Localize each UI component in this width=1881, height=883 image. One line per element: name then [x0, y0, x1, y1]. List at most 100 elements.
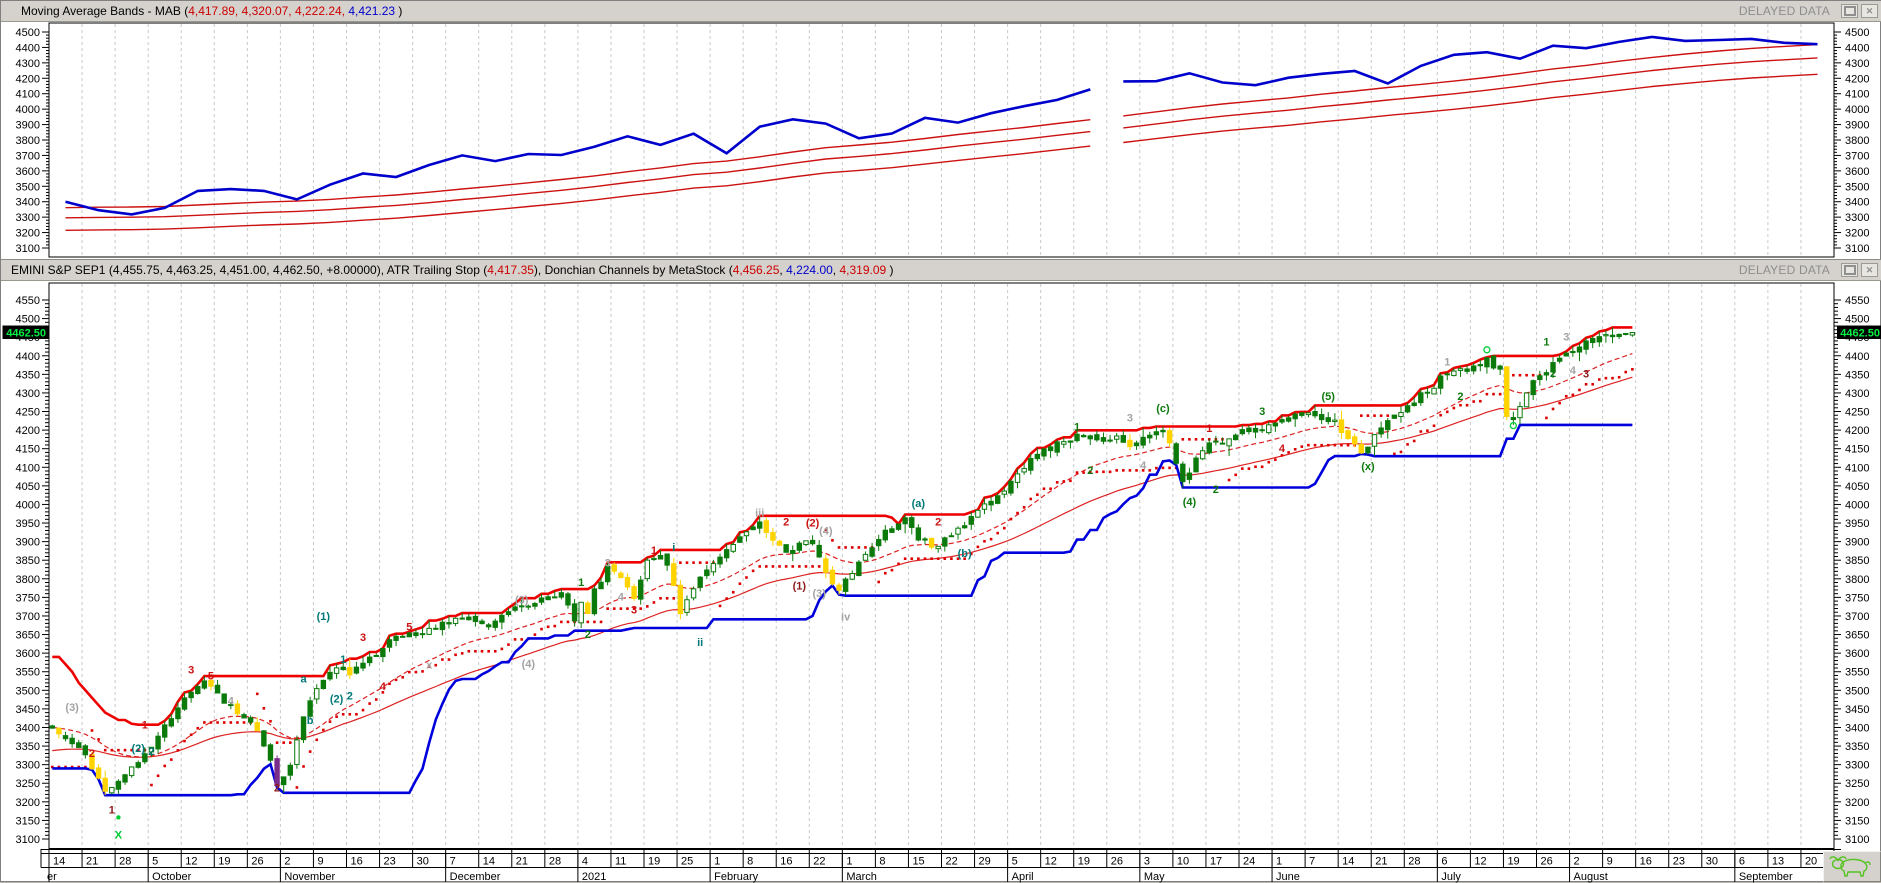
svg-text:3: 3: [188, 664, 194, 676]
svg-text:12: 12: [1045, 856, 1057, 868]
svg-text:1: 1: [1206, 423, 1212, 435]
candle: [744, 532, 748, 536]
candle: [969, 516, 973, 524]
candle: [123, 775, 127, 782]
svg-text:4000: 4000: [16, 104, 40, 116]
candle: [929, 538, 933, 547]
svg-text:7: 7: [1309, 856, 1315, 868]
svg-text:3400: 3400: [16, 197, 40, 209]
candle: [1624, 333, 1628, 334]
candle: [619, 573, 623, 577]
xaxis-rows: [41, 849, 1841, 868]
candle: [156, 736, 160, 749]
panel2-title: EMINI S&P SEP1 (4,455.75, 4,463.25, 4,45…: [11, 263, 894, 277]
svg-text:3900: 3900: [16, 537, 40, 549]
mab-weekly-chart[interactable]: 3100320033003400350036003700380039004000…: [1, 22, 1881, 259]
svg-text:3150: 3150: [16, 815, 40, 827]
candle: [248, 718, 252, 722]
svg-text:3900: 3900: [1845, 120, 1869, 132]
svg-text:7: 7: [450, 856, 456, 868]
svg-text:3750: 3750: [16, 592, 40, 604]
candle: [1313, 412, 1317, 416]
candle: [817, 545, 821, 557]
svg-text:4100: 4100: [16, 89, 40, 101]
candle: [976, 510, 980, 517]
candle: [387, 640, 391, 648]
candle: [751, 527, 755, 530]
svg-text:3250: 3250: [16, 778, 40, 790]
panel2-close-button[interactable]: ✕: [1861, 263, 1878, 277]
candle: [592, 589, 596, 614]
svg-text:May: May: [1144, 871, 1165, 883]
candle: [810, 540, 814, 543]
candle: [1121, 436, 1125, 443]
svg-text:3: 3: [1583, 369, 1589, 381]
panel1-restore-button[interactable]: [1841, 4, 1858, 18]
candle: [196, 687, 200, 694]
svg-text:30: 30: [1706, 856, 1718, 868]
candle: [1200, 451, 1204, 459]
svg-text:4200: 4200: [16, 73, 40, 85]
svg-text:4500: 4500: [16, 314, 40, 326]
svg-text:1: 1: [142, 720, 148, 732]
svg-text:14: 14: [53, 856, 65, 868]
svg-text:4200: 4200: [1845, 73, 1869, 85]
svg-text:1: 1: [578, 577, 584, 589]
svg-text:26: 26: [1111, 856, 1123, 868]
expert-advisor-corner[interactable]: [1823, 851, 1881, 882]
candle: [1108, 440, 1112, 441]
svg-text:4100: 4100: [16, 462, 40, 474]
candle: [1352, 437, 1356, 444]
panel1-titlebar[interactable]: Moving Average Bands - MAB (4,417.89, 4,…: [1, 1, 1881, 22]
candle: [1280, 420, 1284, 422]
svg-text:30: 30: [417, 856, 429, 868]
svg-text:2: 2: [284, 856, 290, 868]
candle: [837, 585, 841, 590]
candle: [797, 543, 801, 550]
svg-text:26: 26: [1541, 856, 1553, 868]
candle: [1346, 431, 1350, 439]
candle: [665, 554, 669, 565]
candle: [1571, 351, 1575, 352]
candle: [1511, 418, 1515, 420]
svg-text:24: 24: [1243, 856, 1255, 868]
candle: [281, 777, 285, 785]
candle: [579, 602, 583, 623]
candle: [1174, 444, 1178, 464]
svg-text:4500: 4500: [1845, 314, 1869, 326]
svg-text:6: 6: [1441, 856, 1447, 868]
panel1-delayed-data-label: DELAYED DATA: [1739, 4, 1830, 18]
candle: [348, 667, 352, 674]
emini-candlestick-chart[interactable]: 3100315032003250330033503400345035003550…: [1, 281, 1881, 849]
svg-text:28: 28: [119, 856, 131, 868]
svg-text:3600: 3600: [1845, 166, 1869, 178]
candle: [1372, 435, 1376, 447]
panel2-delayed-data-label: DELAYED DATA: [1739, 263, 1830, 277]
panel2-titlebar[interactable]: EMINI S&P SEP1 (4,455.75, 4,463.25, 4,45…: [1, 259, 1881, 281]
svg-text:15: 15: [912, 856, 924, 868]
candle: [1458, 369, 1462, 371]
candle: [936, 546, 940, 548]
svg-text:August: August: [1574, 871, 1608, 883]
title-segment: EMINI S&P SEP1 (4,455.75, 4,463.25, 4,45…: [11, 263, 487, 277]
candle: [506, 612, 510, 615]
svg-text:4: 4: [618, 592, 625, 604]
candle: [162, 725, 166, 737]
svg-text:3200: 3200: [16, 797, 40, 809]
candle: [830, 570, 834, 583]
panel2-restore-button[interactable]: [1841, 263, 1858, 277]
candle: [1491, 356, 1495, 368]
panel1-close-button[interactable]: ✕: [1861, 4, 1878, 18]
svg-text:3: 3: [1259, 406, 1265, 418]
svg-text:22: 22: [946, 856, 958, 868]
candle: [876, 540, 880, 546]
candle: [473, 616, 477, 621]
svg-text:4400: 4400: [16, 42, 40, 54]
svg-text:2: 2: [1550, 368, 1556, 380]
candle: [678, 585, 682, 613]
candle: [1233, 435, 1237, 439]
candle: [334, 668, 338, 674]
candle: [1101, 438, 1105, 442]
svg-text:2: 2: [347, 691, 353, 703]
